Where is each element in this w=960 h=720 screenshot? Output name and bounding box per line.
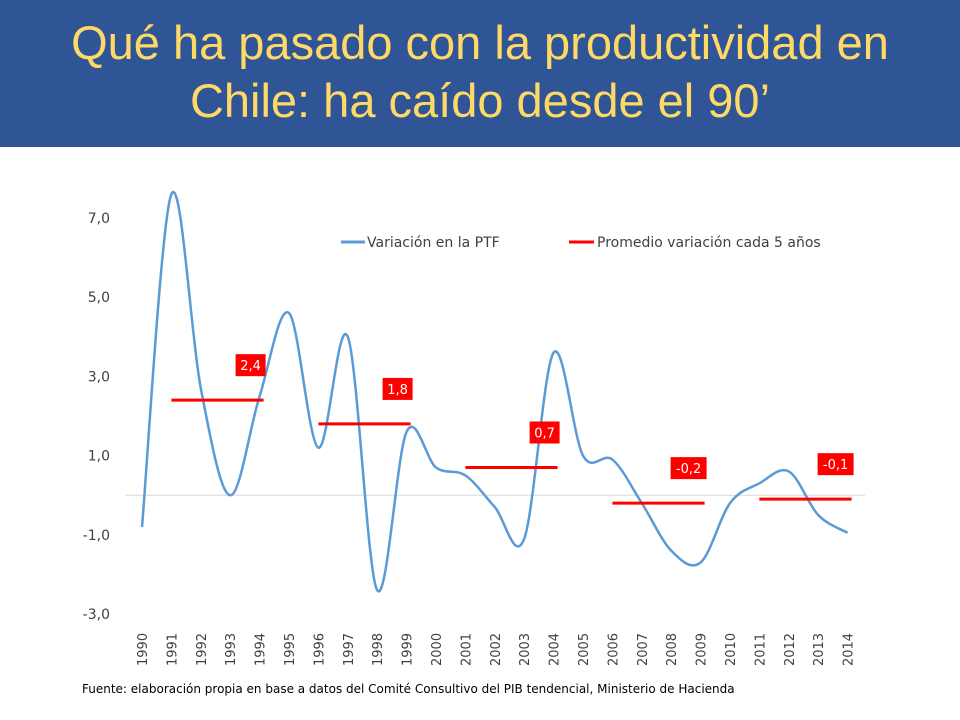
slide-title-line-1: Qué ha pasado con la productividad en: [71, 16, 889, 69]
x-tick-label: 2006: [606, 633, 621, 666]
x-tick-label: 2014: [842, 633, 857, 666]
x-tick-label: 2005: [577, 633, 592, 666]
x-tick-label: 1996: [312, 633, 327, 666]
avg-data-label: -0,2: [676, 462, 701, 477]
slide-title: Qué ha pasado con la productividad en Ch…: [0, 14, 960, 130]
avg-label-box: [817, 453, 854, 476]
x-tick-label: 1998: [371, 633, 386, 666]
x-tick-label: 2008: [665, 633, 680, 666]
series-line-ptf: [140, 190, 849, 593]
x-tick-label: 2009: [695, 633, 710, 666]
x-tick-label: 2010: [724, 633, 739, 666]
legend-label-avg: Promedio variación cada 5 años: [597, 235, 821, 251]
y-axis: 7,0 5,0 3,0 1,0 -1,0 -3,0: [83, 211, 110, 623]
avg-data-label: -0,1: [823, 458, 848, 473]
avg-label-box: [235, 354, 266, 377]
slide-title-line-2: Chile: ha caído desde el 90’: [189, 74, 771, 127]
x-tick-label: 2013: [812, 633, 827, 666]
y-tick-label: 5,0: [88, 290, 110, 306]
y-tick-label: -1,0: [83, 528, 110, 544]
x-tick-label: 1991: [165, 633, 180, 666]
avg-label-box: [529, 421, 560, 444]
legend: Variación en la PTF Promedio variación c…: [341, 235, 821, 251]
x-tick-label: 1993: [224, 633, 239, 666]
x-tick-label: 2004: [548, 633, 563, 666]
x-tick-label: 2003: [518, 633, 533, 666]
x-tick-label: 1995: [283, 633, 298, 666]
x-tick-label: 2007: [636, 633, 651, 666]
y-tick-label: -3,0: [83, 607, 110, 623]
x-tick-label: 2002: [489, 633, 504, 666]
x-tick-label: 1997: [342, 633, 357, 666]
x-tick-label: 2001: [459, 633, 474, 666]
avg-label-box: [670, 457, 707, 480]
y-tick-label: 1,0: [88, 449, 110, 465]
x-tick-label: 2012: [783, 633, 798, 666]
source-footnote: Fuente: elaboración propia en base a dat…: [82, 682, 735, 696]
x-tick-label: 2000: [430, 633, 445, 666]
y-tick-label: 3,0: [88, 369, 110, 385]
title-banner: Qué ha pasado con la productividad en Ch…: [0, 0, 960, 147]
x-tick-label: 1999: [401, 633, 416, 666]
x-tick-label: 1994: [254, 633, 269, 666]
series-avg-segments: 2,4 1,8 0,7 -0,2 -0,1: [171, 354, 854, 505]
x-axis: 1990 1991 1992 1993 1994 1995 1996 1997 1998 1999…: [136, 633, 857, 666]
avg-data-label: 1,8: [387, 383, 408, 398]
avg-label-box: [382, 377, 413, 400]
x-tick-label: 2011: [753, 633, 768, 666]
avg-data-label: 0,7: [534, 426, 555, 441]
x-tick-label: 1992: [195, 633, 210, 666]
x-tick-label: 1990: [136, 633, 151, 666]
y-tick-label: 7,0: [88, 211, 110, 227]
avg-data-label: 2,4: [240, 359, 261, 374]
legend-label-ptf: Variación en la PTF: [367, 235, 500, 251]
